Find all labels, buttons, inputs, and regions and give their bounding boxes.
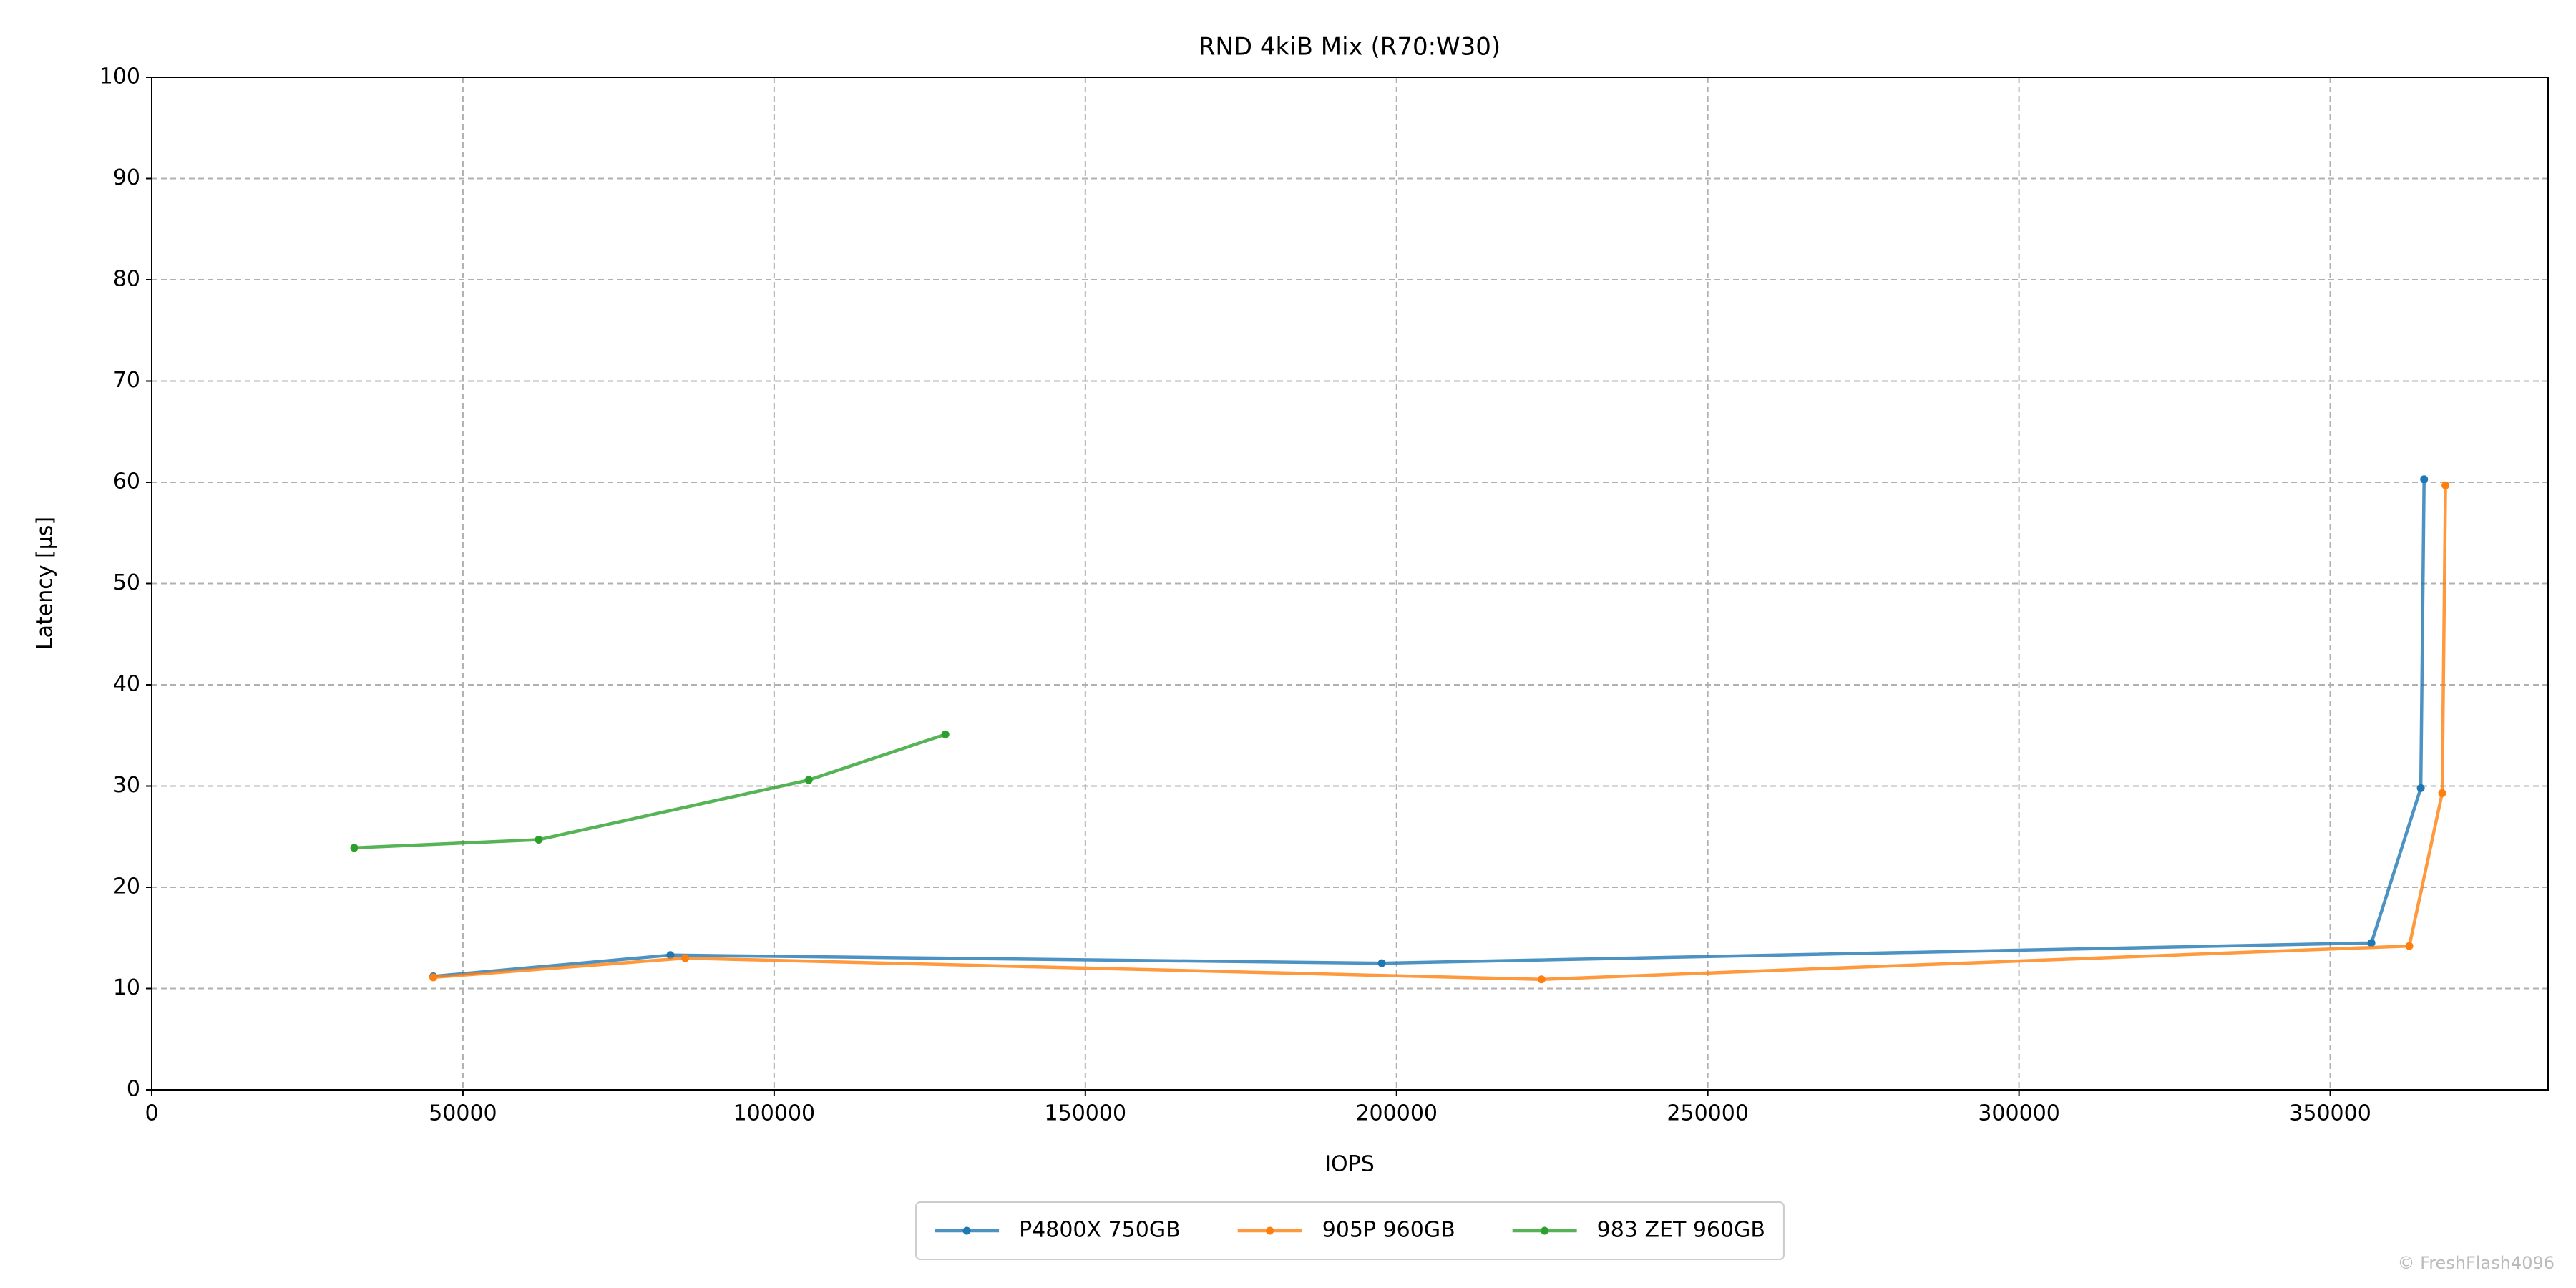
y-axis-label: Latency [µs] [33,517,58,650]
chart-title: RND 4kiB Mix (R70:W30) [1199,33,1501,62]
data-point [2405,942,2414,950]
legend-box [915,1201,1785,1260]
y-tick-label: 70 [113,368,140,393]
y-tick-label: 20 [113,874,140,899]
y-tick-label: 30 [113,773,140,798]
legend-label: 905P 960GB [1322,1218,1455,1243]
legend-label: P4800X 750GB [1019,1218,1181,1243]
x-axis-label: IOPS [1324,1152,1375,1177]
y-tick-label: 60 [113,469,140,494]
x-tick-label: 150000 [1045,1101,1127,1126]
y-tick-label: 80 [113,267,140,292]
data-point [429,973,438,982]
data-point [2438,789,2446,797]
legend-item: P4800X 750GB [935,1218,1181,1243]
x-tick-label: 200000 [1355,1101,1438,1126]
data-point [2441,481,2450,489]
legend-label: 983 ZET 960GB [1597,1218,1765,1243]
y-tick-label: 40 [113,672,140,697]
data-point [941,730,950,738]
data-point [1537,975,1546,984]
x-tick-label: 0 [145,1101,158,1126]
series-line [433,485,2447,982]
series-line [353,733,946,850]
y-tick-label: 100 [99,64,140,89]
y-tick-label: 10 [113,975,140,1000]
y-tick-label: 90 [113,165,140,190]
x-tick-label: 100000 [733,1101,816,1126]
legend-marker [1541,1226,1549,1235]
data-point [804,776,813,784]
data-point [666,951,675,960]
x-tick-label: 50000 [429,1101,497,1126]
plot-frame [151,77,2549,1091]
legend-marker [962,1226,971,1235]
data-point [535,835,543,844]
data-point [2416,784,2425,792]
y-tick-label: 0 [127,1077,140,1102]
x-tick-label: 300000 [1978,1101,2060,1126]
data-point [681,954,690,962]
series-line [433,479,2426,978]
legend-item: 983 ZET 960GB [1512,1218,1765,1243]
legend: P4800X 750GB 905P 960GB 983 ZET 960GB [915,1201,1785,1260]
data-point [2367,939,2376,947]
data-point [2420,475,2429,484]
data-point [350,844,358,852]
y-tick-label: 50 [113,570,140,595]
legend-item: 905P 960GB [1237,1218,1455,1243]
data-point [1377,959,1386,967]
x-tick-label: 350000 [2289,1101,2371,1126]
watermark: © FreshFlash4096 [2398,1253,2555,1273]
legend-marker [1266,1226,1274,1235]
x-tick-label: 250000 [1667,1101,1749,1126]
